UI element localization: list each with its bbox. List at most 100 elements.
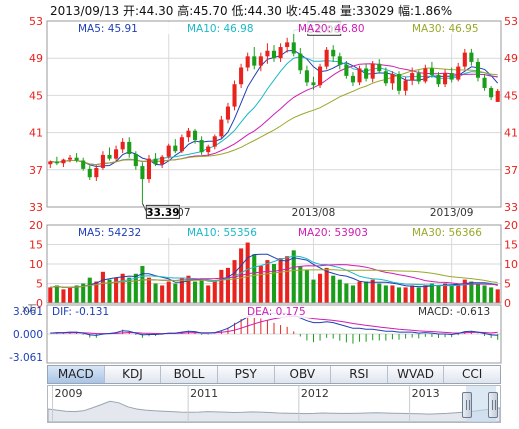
macd-legend-2: MACD: -0.613 bbox=[418, 306, 490, 318]
volume-bar bbox=[271, 264, 277, 303]
tab-rsi[interactable]: RSI bbox=[331, 366, 388, 383]
volume-bar bbox=[225, 267, 230, 303]
candle-body bbox=[462, 52, 467, 67]
volume-legend-bg bbox=[48, 226, 500, 238]
price-ytick-left: 37 bbox=[29, 164, 43, 177]
quote-change: 幅:1.86% bbox=[397, 4, 453, 18]
quote-date: 2013/09/13 bbox=[50, 4, 120, 18]
volume-bar bbox=[61, 289, 66, 303]
candle-body bbox=[331, 49, 336, 57]
volume-bar bbox=[449, 285, 454, 303]
candle-body bbox=[179, 137, 184, 152]
volume-bar bbox=[410, 285, 415, 303]
candle-body bbox=[173, 145, 178, 152]
price-ytick-right: 37 bbox=[504, 164, 518, 177]
price-legend-bg bbox=[48, 22, 500, 34]
candle-body bbox=[291, 42, 296, 54]
candle-body bbox=[489, 87, 494, 98]
tab-cci[interactable]: CCI bbox=[462, 367, 483, 381]
candle-body bbox=[265, 50, 270, 57]
candle-body bbox=[390, 74, 395, 84]
candle-body bbox=[416, 73, 421, 82]
volume-bar bbox=[489, 287, 494, 303]
price-legend-3: MA30: 46.95 bbox=[412, 23, 479, 35]
candle-body bbox=[324, 49, 329, 67]
volume-bar bbox=[291, 250, 296, 303]
volume-bar bbox=[94, 281, 99, 303]
candle-body bbox=[285, 42, 290, 48]
volume-bar bbox=[74, 285, 79, 303]
volume-bar bbox=[48, 287, 53, 303]
stock-chart[interactable]: 3333373741414545494953532013/072013/0820… bbox=[0, 0, 519, 364]
volume-bar bbox=[81, 283, 86, 303]
volume-ma5-line bbox=[50, 253, 498, 288]
candle-body bbox=[370, 63, 375, 79]
tab-macd[interactable]: MACD bbox=[48, 366, 105, 383]
volume-ytick-left: 20 bbox=[29, 219, 43, 232]
volume-bar bbox=[252, 254, 257, 303]
volume-unit-label: x万 bbox=[22, 304, 37, 315]
volume-bar bbox=[140, 265, 145, 303]
candle-body bbox=[245, 56, 250, 68]
macd-legend-0: DIF: -0.131 bbox=[52, 306, 109, 318]
volume-bar bbox=[54, 285, 59, 303]
volume-bar bbox=[423, 285, 428, 303]
price-ytick-left: 41 bbox=[29, 127, 43, 140]
volume-bar bbox=[377, 283, 382, 303]
navigator-year-label: 2011 bbox=[190, 387, 219, 400]
candle-body bbox=[100, 154, 105, 168]
price-ytick-left: 45 bbox=[29, 89, 43, 102]
volume-bar bbox=[278, 258, 283, 303]
volume-bar bbox=[337, 279, 342, 303]
candle-body bbox=[206, 146, 211, 153]
volume-bar bbox=[311, 279, 316, 303]
quote-info-line: 2013/09/13 开:44.30 高:45.70 低:44.30 收:45.… bbox=[50, 2, 452, 19]
tab-obv[interactable]: OBV bbox=[275, 366, 332, 383]
price-ytick-right: 33 bbox=[504, 201, 518, 214]
candle-body bbox=[114, 149, 119, 159]
volume-bar bbox=[160, 285, 165, 303]
tab-psy[interactable]: PSY bbox=[218, 366, 275, 383]
tab-kdj[interactable]: KDJ bbox=[105, 366, 162, 383]
navigator-year-label: 2012 bbox=[300, 387, 329, 400]
candle-body bbox=[48, 161, 53, 165]
candle-body bbox=[94, 167, 99, 178]
time-navigator[interactable]: 2009 2011 2012 2013 bbox=[47, 385, 501, 423]
navigator-right-handle[interactable] bbox=[488, 392, 498, 418]
volume-bar bbox=[245, 242, 250, 303]
tab-wvad[interactable]: WVAD bbox=[388, 366, 445, 383]
candle-body bbox=[423, 68, 428, 82]
candle-body bbox=[396, 74, 402, 91]
volume-bar bbox=[219, 269, 224, 303]
annotation-low: 33.39 bbox=[146, 207, 179, 219]
volume-bar bbox=[133, 273, 138, 303]
candle-body bbox=[81, 160, 86, 169]
volume-legend-0: MA5: 54232 bbox=[78, 227, 141, 239]
navigator-left-handle[interactable] bbox=[462, 392, 472, 418]
price-ytick-left: 49 bbox=[29, 52, 43, 65]
volume-bar bbox=[370, 279, 375, 303]
volume-bar bbox=[199, 279, 204, 303]
candle-body bbox=[475, 61, 481, 78]
volume-bar bbox=[456, 283, 461, 303]
navigator-area bbox=[48, 400, 500, 422]
candle-body bbox=[166, 145, 171, 157]
macd-frame bbox=[46, 304, 502, 364]
candle-body bbox=[258, 56, 263, 66]
candle-body bbox=[429, 68, 434, 75]
candle-body bbox=[495, 90, 500, 102]
volume-bar bbox=[87, 277, 92, 303]
price-legend-1: MA10: 46.98 bbox=[187, 23, 254, 35]
volume-legend-1: MA10: 55356 bbox=[187, 227, 257, 239]
tab-boll[interactable]: BOLL bbox=[161, 366, 218, 383]
volume-bar bbox=[153, 283, 158, 303]
price-ma30-line bbox=[50, 67, 498, 166]
candle-body bbox=[278, 47, 283, 59]
volume-bar bbox=[107, 279, 112, 303]
volume-ytick-right: 20 bbox=[504, 219, 518, 232]
price-frame bbox=[46, 20, 502, 208]
candle-body bbox=[364, 68, 369, 79]
volume-bar bbox=[331, 275, 336, 303]
volume-bar bbox=[482, 285, 487, 303]
candle-body bbox=[350, 75, 355, 83]
